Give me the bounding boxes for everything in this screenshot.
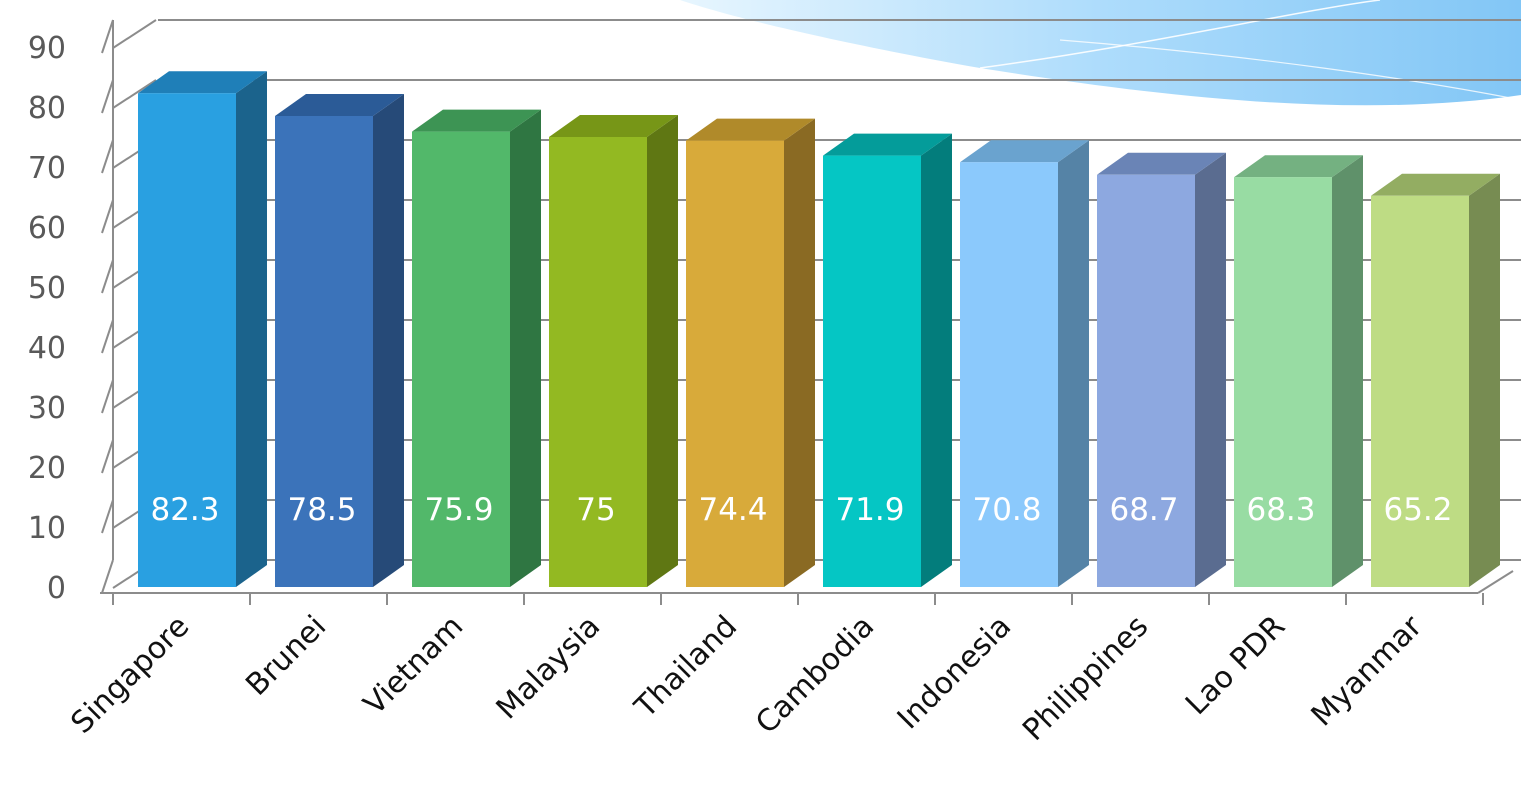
gridline-floor bbox=[101, 559, 114, 594]
bar-top bbox=[1371, 173, 1500, 196]
bar-side bbox=[1332, 155, 1363, 587]
bar-front bbox=[960, 162, 1058, 587]
gridline-floor bbox=[101, 439, 114, 474]
gridline-floor bbox=[101, 259, 114, 294]
data-label: 68.7 bbox=[1109, 492, 1178, 528]
data-label: 78.5 bbox=[287, 492, 356, 528]
y-tick-label: 80 bbox=[28, 91, 66, 126]
bar-thailand bbox=[686, 118, 815, 587]
bar-side bbox=[1195, 152, 1226, 588]
category-label: Cambodia bbox=[749, 609, 881, 741]
gridline-floor bbox=[101, 19, 114, 54]
data-labels: 82.3 78.5 75.9 75 74.4 71.9 70.8 68.7 68.3 65.2 bbox=[150, 492, 1452, 528]
gridline-diagonal bbox=[112, 79, 157, 109]
data-label: 71.9 bbox=[835, 492, 904, 528]
y-tick-label: 70 bbox=[28, 151, 66, 186]
bar-front bbox=[138, 93, 236, 587]
data-label: 82.3 bbox=[150, 492, 219, 528]
gridline-floor bbox=[101, 139, 114, 174]
decorative-swoosh bbox=[680, 0, 1521, 106]
x-axis-depth-edge bbox=[1477, 570, 1514, 594]
data-label: 75.9 bbox=[424, 492, 493, 528]
bar-side bbox=[510, 109, 541, 587]
bar-front bbox=[412, 131, 510, 587]
bar-front bbox=[275, 116, 373, 587]
bar-vietnam bbox=[412, 109, 541, 587]
gridline-floor bbox=[101, 499, 114, 534]
bar-top bbox=[960, 140, 1089, 163]
bar-top bbox=[1097, 152, 1226, 175]
data-label: 75 bbox=[576, 492, 615, 528]
gridline-floor bbox=[101, 79, 114, 114]
bar-side bbox=[236, 71, 267, 587]
bar-top bbox=[412, 109, 541, 132]
bar-malaysia bbox=[549, 115, 678, 587]
bar-side bbox=[1058, 140, 1089, 587]
bar-top bbox=[138, 71, 267, 94]
data-label: 65.2 bbox=[1383, 492, 1452, 528]
category-label: Brunei bbox=[239, 609, 333, 703]
bar-front bbox=[1234, 177, 1332, 587]
bar-indonesia bbox=[960, 140, 1089, 587]
data-label: 68.3 bbox=[1246, 492, 1315, 528]
category-label: Malaysia bbox=[490, 609, 607, 726]
bar-top bbox=[823, 133, 952, 156]
y-tick-label: 30 bbox=[28, 391, 66, 426]
bar-cambodia bbox=[823, 133, 952, 587]
bar-front bbox=[686, 140, 784, 587]
bar-top bbox=[1234, 155, 1363, 178]
data-label: 70.8 bbox=[972, 492, 1041, 528]
category-label: Myanmar bbox=[1305, 608, 1430, 733]
gridline-diagonal bbox=[112, 19, 157, 49]
bar-myanmar bbox=[1371, 173, 1500, 588]
x-axis bbox=[100, 570, 1514, 605]
y-tick-label: 50 bbox=[28, 271, 66, 306]
y-tick-label: 60 bbox=[28, 211, 66, 246]
bar-brunei bbox=[275, 94, 404, 587]
bar-top bbox=[686, 118, 815, 141]
bar-top bbox=[549, 115, 678, 137]
y-tick-label: 0 bbox=[47, 571, 66, 606]
bar-front bbox=[1371, 195, 1469, 588]
bar-philippines bbox=[1097, 152, 1226, 588]
y-tick-label: 40 bbox=[28, 331, 66, 366]
data-label: 74.4 bbox=[698, 492, 767, 528]
bar-front bbox=[1097, 174, 1195, 588]
gridline-floor bbox=[101, 199, 114, 234]
y-axis-tick-labels: 0 10 20 30 40 50 60 70 80 90 bbox=[28, 31, 66, 606]
bar-side bbox=[373, 94, 404, 587]
y-tick-label: 10 bbox=[28, 511, 66, 546]
bar-side bbox=[784, 118, 815, 587]
y-tick-label: 20 bbox=[28, 451, 66, 486]
bar-front bbox=[549, 137, 647, 587]
bar-side bbox=[1469, 173, 1500, 588]
bar-top bbox=[275, 94, 404, 116]
bar-singapore bbox=[138, 71, 267, 587]
category-label: Singapore bbox=[64, 609, 196, 741]
category-label: Thailand bbox=[628, 609, 745, 726]
bars bbox=[138, 71, 1500, 588]
gridline-floor bbox=[101, 319, 114, 354]
bar-front bbox=[823, 155, 921, 587]
category-label: Philippines bbox=[1016, 609, 1155, 748]
category-label: Vietnam bbox=[357, 609, 470, 722]
category-labels: Singapore Brunei Vietnam Malaysia Thailand Ca… bbox=[64, 608, 1429, 748]
category-label: Lao PDR bbox=[1179, 609, 1292, 722]
bar-side bbox=[921, 133, 952, 587]
y-tick-label: 90 bbox=[28, 31, 66, 66]
bar-side bbox=[647, 115, 678, 587]
bar-lao-pdr bbox=[1234, 155, 1363, 587]
category-label: Indonesia bbox=[891, 609, 1018, 736]
gridline-floor bbox=[101, 379, 114, 414]
